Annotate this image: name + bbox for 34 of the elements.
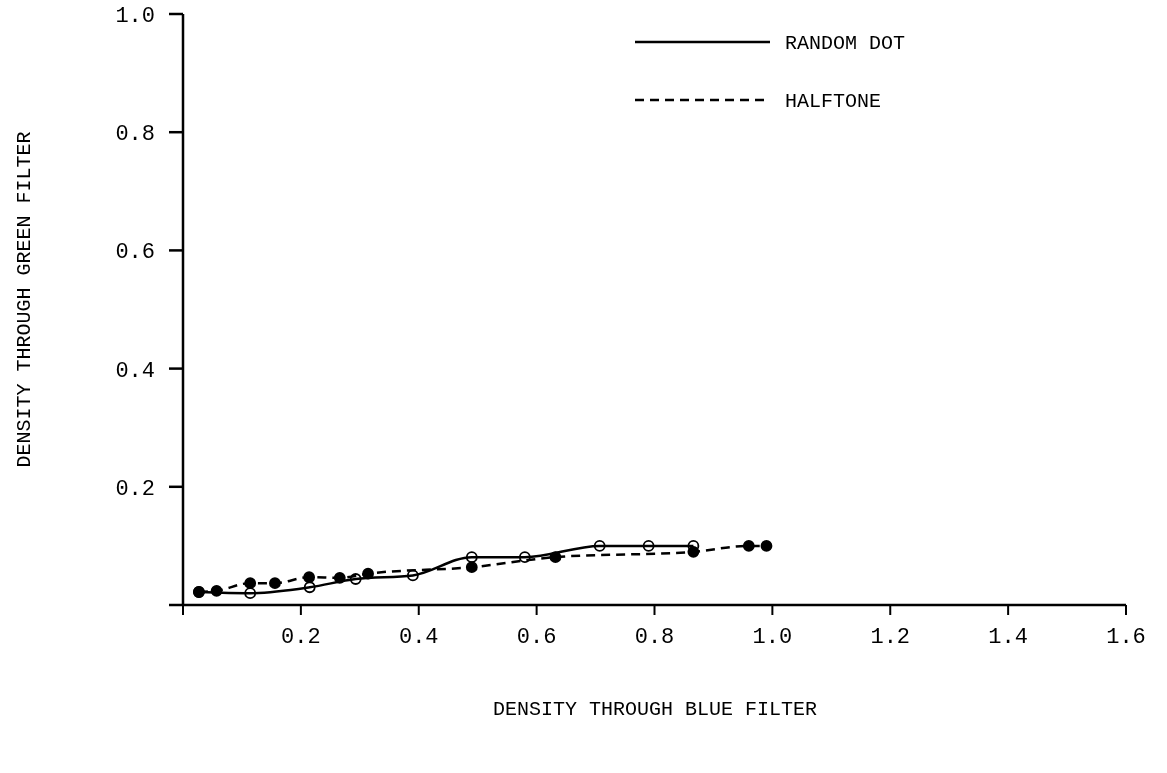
text: RANDOM DOT xyxy=(785,32,906,55)
point xyxy=(406,569,419,582)
x-tick-label: 0.6 xyxy=(516,625,557,650)
y-tick-label: 0.2 xyxy=(115,476,155,502)
point xyxy=(269,577,281,590)
y-tick-label: 0.6 xyxy=(115,240,155,266)
point xyxy=(518,551,531,564)
x-tick-label: 0.8 xyxy=(634,625,675,650)
point xyxy=(593,540,606,552)
point xyxy=(210,584,223,597)
point xyxy=(303,571,316,584)
point xyxy=(642,540,655,552)
x-tick-label: 1.2 xyxy=(870,625,911,650)
point xyxy=(549,551,562,564)
x-tick-label: 0.4 xyxy=(398,625,439,650)
point xyxy=(303,581,316,594)
y-tick-label: 1.0 xyxy=(115,4,155,29)
x-axis-title: DENSITY THROUGH BLUE FILTER xyxy=(492,698,818,721)
text: HALFTONE xyxy=(785,90,882,113)
x-tick-label: 1.0 xyxy=(752,625,793,650)
point xyxy=(742,540,755,552)
point xyxy=(465,561,478,574)
y-axis-title: DENSITY THROUGH GREEN FILTER xyxy=(13,131,36,468)
x-tick-label: 1.6 xyxy=(1106,625,1146,650)
point xyxy=(687,545,700,558)
y-tick-label: 0.4 xyxy=(115,358,155,384)
point xyxy=(244,587,257,600)
x-tick-label: 0.2 xyxy=(281,625,321,650)
x-tick-label: 1.4 xyxy=(988,625,1028,650)
y-tick-label: 0.8 xyxy=(115,122,155,148)
point xyxy=(349,573,362,585)
point xyxy=(760,540,773,552)
point xyxy=(362,567,374,580)
point xyxy=(333,571,346,584)
